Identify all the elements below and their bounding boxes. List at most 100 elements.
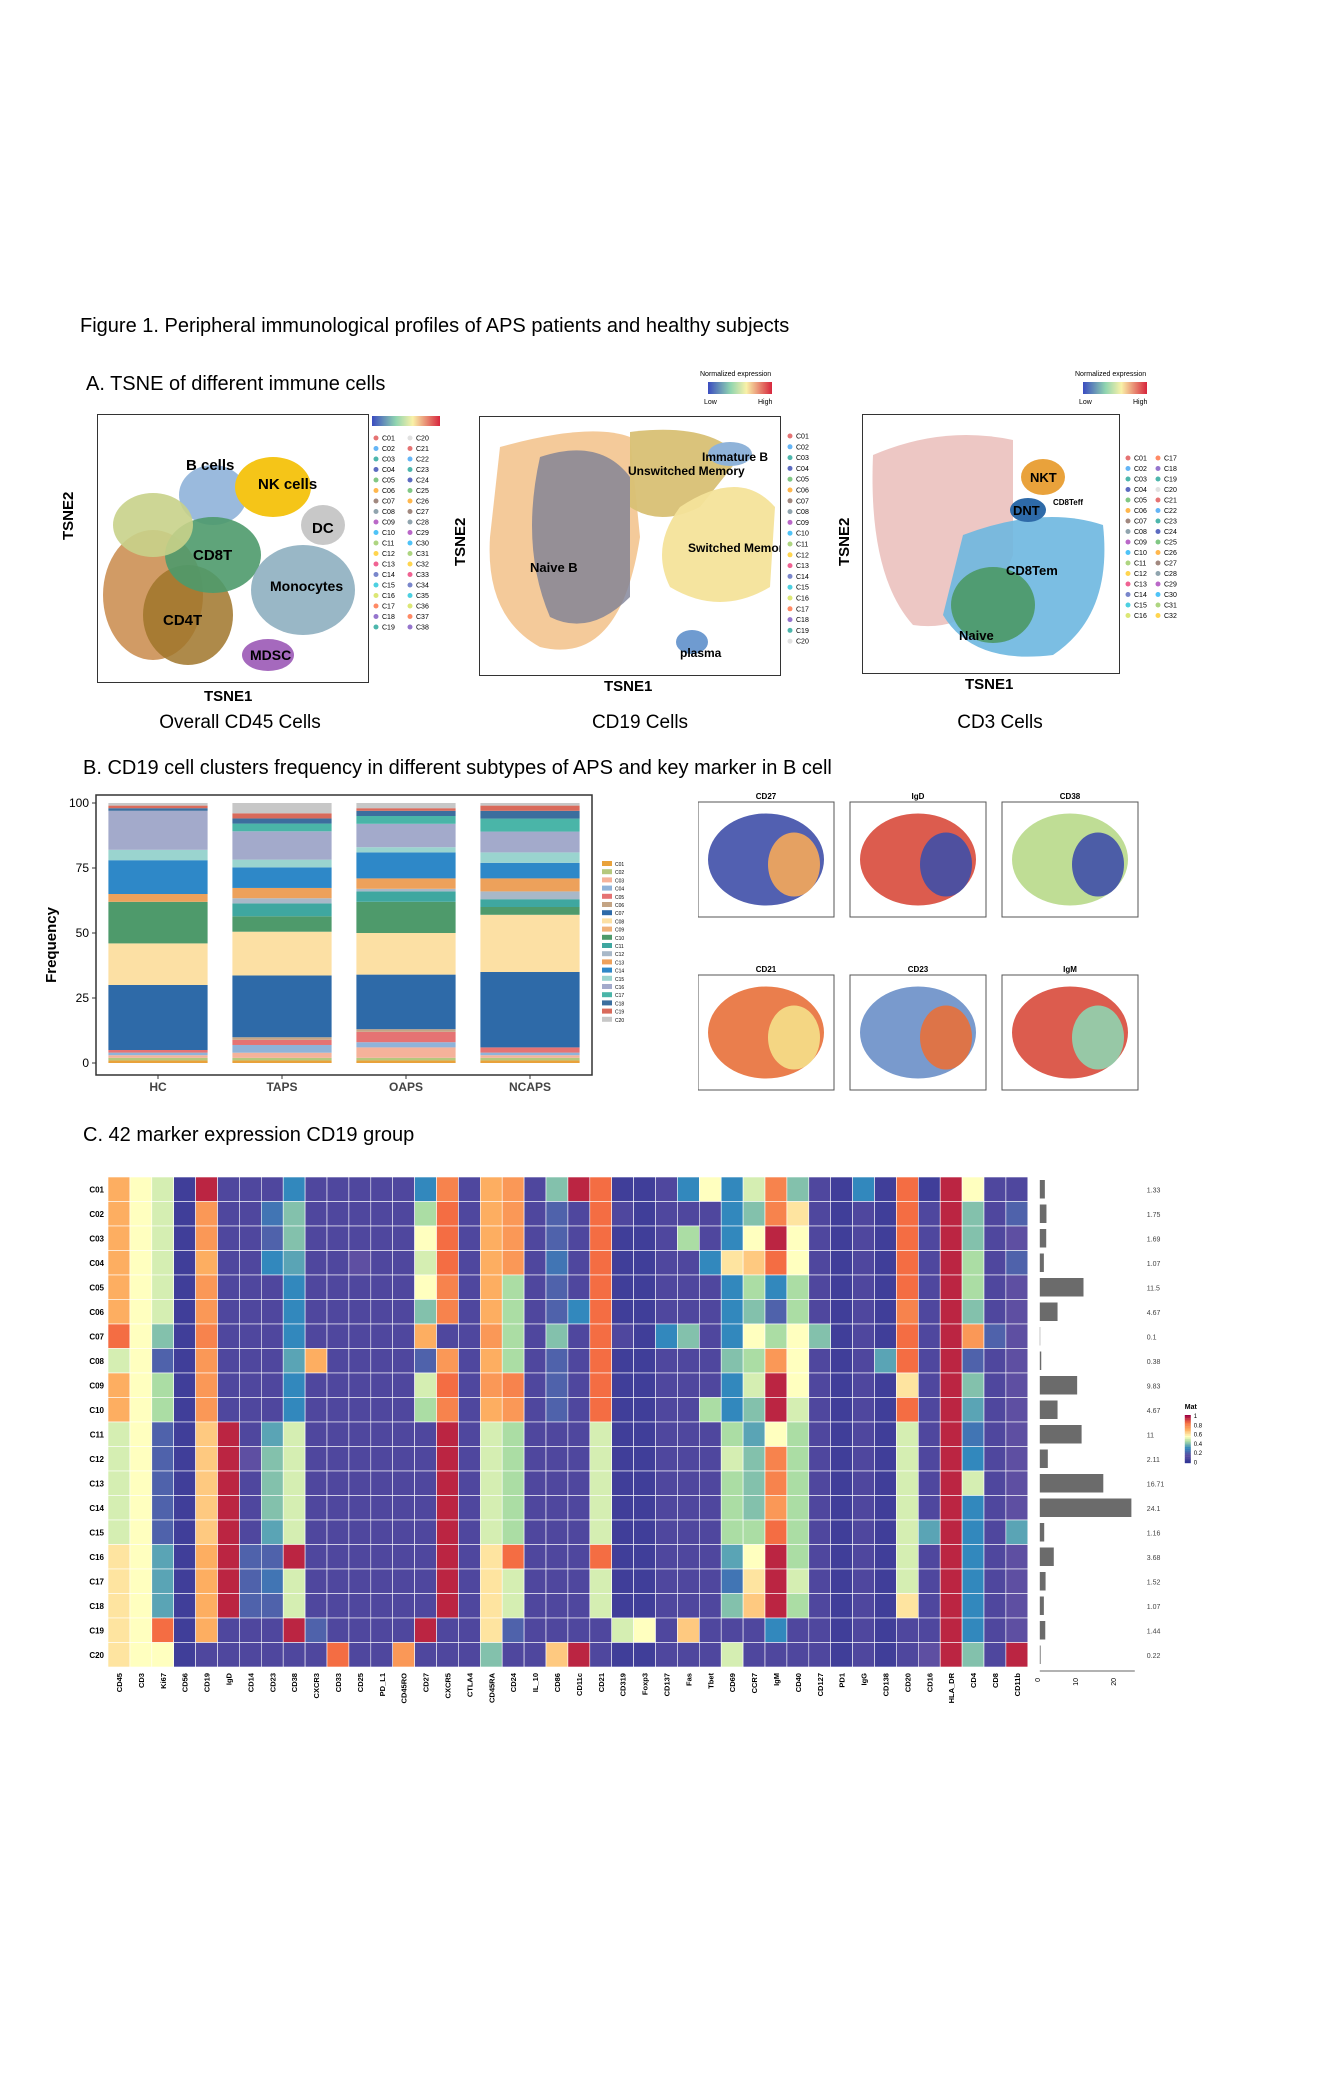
label-monocytes: Monocytes — [270, 578, 343, 594]
heatmap-cell — [961, 1225, 985, 1251]
heatmap-cell — [567, 1225, 591, 1251]
heatmap-legend-strip — [1184, 1450, 1191, 1452]
bar-segment — [232, 916, 332, 932]
heatmap-cell — [458, 1470, 481, 1496]
heatmap-cell — [458, 1372, 481, 1398]
heatmap-legend-tick: 1 — [1194, 1414, 1198, 1420]
heatmap-cell — [173, 1372, 196, 1398]
heatmap-cell — [151, 1348, 175, 1374]
heatmap-cell — [436, 1495, 459, 1521]
legend-label: C07 — [1134, 519, 1147, 526]
heatmap-cell — [633, 1274, 656, 1300]
bar-legend-swatch — [602, 885, 612, 891]
heatmap-cell — [677, 1201, 700, 1227]
heatmap-cell — [961, 1397, 985, 1423]
legend-label: C25 — [1164, 540, 1177, 547]
heatmap-cell — [129, 1348, 153, 1374]
heatmap-cell — [545, 1642, 569, 1668]
heatmap-cell — [611, 1225, 634, 1251]
heatmap-cell — [173, 1495, 196, 1521]
legend-label: C37 — [416, 614, 429, 621]
legend-dot — [373, 530, 379, 535]
legend-dot — [407, 456, 413, 462]
heatmap-cell — [567, 1274, 591, 1300]
heatmap-cell — [173, 1642, 196, 1668]
legend-label: C22 — [416, 457, 429, 464]
heatmap-cell — [655, 1323, 678, 1349]
heatmap-row-label: C04 — [89, 1259, 104, 1268]
label-dc: DC — [312, 520, 334, 537]
heatmap-legend-strip — [1184, 1432, 1191, 1435]
legend-dot — [373, 467, 379, 472]
heatmap-cell — [282, 1201, 306, 1227]
heatmap-cell — [633, 1421, 656, 1447]
heatmap-cell — [961, 1348, 985, 1374]
heatmap-cell — [304, 1397, 328, 1423]
heatmap-legend-strip — [1184, 1421, 1191, 1424]
heatmap-cell — [326, 1348, 350, 1374]
heatmap-bar — [1039, 1204, 1047, 1223]
heatmap-cell — [545, 1495, 569, 1521]
legend-label: C06 — [796, 488, 809, 495]
heatmap-cell — [874, 1544, 897, 1570]
heatmap-cell — [720, 1348, 744, 1374]
heatmap-cell — [677, 1372, 700, 1398]
legend-label: C03 — [1134, 477, 1147, 484]
heatmap-cell — [458, 1544, 481, 1570]
heatmap-cell — [917, 1299, 941, 1325]
heatmap-cell — [677, 1421, 700, 1447]
bar-segment — [232, 975, 332, 1038]
heatmap-cell — [326, 1372, 350, 1398]
heatmap-cell — [348, 1519, 372, 1545]
legend-dot — [787, 476, 793, 482]
heatmap-cell — [107, 1495, 131, 1521]
heatmap-cell — [326, 1225, 350, 1251]
tsne-panel-cd45: B cells NK cells DC CD8T Monocytes CD4T … — [97, 414, 369, 683]
heatmap-cell — [282, 1544, 306, 1570]
heatmap-cell — [961, 1372, 985, 1398]
heatmap-cell — [917, 1593, 941, 1619]
heatmap-cell — [633, 1519, 656, 1545]
heatmap-cell — [261, 1250, 284, 1276]
scale-cd19-low: Low — [704, 399, 718, 406]
heatmap-cell — [523, 1372, 547, 1398]
heatmap-cell — [348, 1250, 372, 1276]
heatmap-cell — [326, 1568, 350, 1594]
heatmap-cell — [370, 1446, 393, 1472]
heatmap-col-label: CD21 — [597, 1673, 606, 1692]
bar-chart-frame — [95, 794, 593, 1076]
bar-axis-tick: 0 — [1035, 1678, 1042, 1682]
heatmap-cell — [370, 1176, 393, 1202]
region-naive-b-core — [532, 450, 630, 624]
heatmap-cell — [874, 1470, 897, 1496]
heatmap-cell — [786, 1323, 810, 1349]
bar-segment — [480, 803, 580, 806]
legend-dot — [787, 573, 793, 579]
legend-dot — [1155, 497, 1161, 503]
heatmap-cell — [348, 1323, 372, 1349]
bar-segment — [108, 1060, 208, 1063]
legend-dot — [407, 551, 413, 556]
heatmap-cell — [589, 1495, 612, 1521]
heatmap-bar — [1039, 1376, 1078, 1395]
heatmap-col-label: HLA_DR — [947, 1672, 956, 1703]
heatmap-cell — [414, 1617, 437, 1643]
heatmap-bar — [1039, 1596, 1044, 1615]
legend-cd3: C01 C02 C03 C04 C05 C06 C07 C08 C09 C10 C11 C12 C13 C… — [1125, 455, 1177, 620]
legend-dot — [1125, 571, 1131, 576]
region-plasma — [676, 630, 708, 654]
bar-segment — [108, 1055, 208, 1058]
bar-segment — [480, 1060, 580, 1063]
heatmap-cell — [107, 1519, 131, 1545]
heatmap-cell — [392, 1250, 415, 1276]
heatmap-row-label: C12 — [89, 1455, 104, 1464]
heatmap-cell — [808, 1250, 831, 1276]
heatmap-cell — [261, 1470, 284, 1496]
heatmap-cell — [217, 1299, 240, 1325]
heatmap-cell — [370, 1323, 393, 1349]
heatmap-cell — [173, 1323, 196, 1349]
heatmap-cell — [611, 1201, 634, 1227]
legend-dot — [1125, 455, 1131, 461]
heatmap-bar-value: 1.52 — [1147, 1579, 1161, 1586]
heatmap-cell — [523, 1470, 547, 1496]
